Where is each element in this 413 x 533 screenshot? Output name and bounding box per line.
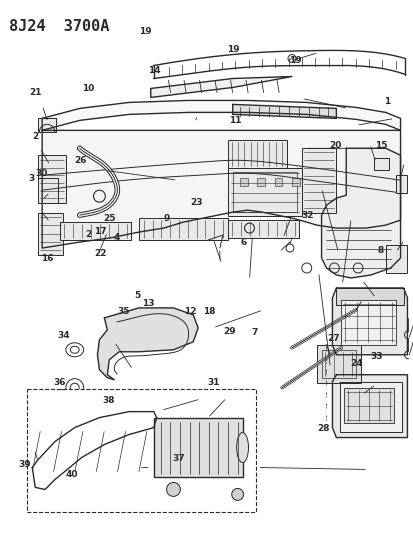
Polygon shape xyxy=(232,104,335,118)
Text: 38: 38 xyxy=(102,396,115,405)
Polygon shape xyxy=(332,375,406,438)
Text: 39: 39 xyxy=(18,460,31,469)
Bar xyxy=(153,417,242,478)
Text: 12: 12 xyxy=(184,307,197,316)
Text: 17: 17 xyxy=(94,228,107,237)
Polygon shape xyxy=(321,148,399,278)
Bar xyxy=(139,218,227,240)
Text: 11: 11 xyxy=(229,116,241,125)
Bar xyxy=(291,178,299,186)
Bar xyxy=(227,140,286,168)
Bar xyxy=(232,172,296,212)
Text: 23: 23 xyxy=(190,198,203,207)
Text: 10: 10 xyxy=(82,84,95,93)
Text: 35: 35 xyxy=(117,307,129,316)
FancyBboxPatch shape xyxy=(27,389,256,512)
Text: 19: 19 xyxy=(139,27,152,36)
Text: 19: 19 xyxy=(288,56,301,64)
Bar xyxy=(38,118,56,132)
Text: 7: 7 xyxy=(250,328,256,337)
Bar xyxy=(38,155,66,203)
Text: 9: 9 xyxy=(163,214,169,223)
Bar xyxy=(301,148,335,213)
Text: 21: 21 xyxy=(29,87,42,96)
Bar xyxy=(385,245,406,273)
Polygon shape xyxy=(42,100,399,131)
Polygon shape xyxy=(335,288,403,305)
Text: 16: 16 xyxy=(41,254,54,263)
Text: 27: 27 xyxy=(327,334,339,343)
Text: 30: 30 xyxy=(35,169,47,178)
Text: 14: 14 xyxy=(147,67,160,75)
Circle shape xyxy=(166,482,180,496)
Text: 40: 40 xyxy=(66,471,78,479)
Bar xyxy=(227,168,301,216)
Bar xyxy=(274,178,282,186)
Bar xyxy=(344,387,393,423)
Text: 4: 4 xyxy=(114,233,120,242)
Bar xyxy=(227,220,298,238)
Bar xyxy=(395,175,406,193)
Polygon shape xyxy=(97,308,198,379)
Bar xyxy=(316,345,360,383)
Text: 25: 25 xyxy=(102,214,115,223)
Polygon shape xyxy=(332,288,406,355)
Text: 5: 5 xyxy=(134,291,140,300)
Polygon shape xyxy=(42,131,399,248)
Text: 8J24  3700A: 8J24 3700A xyxy=(9,19,109,34)
Text: 33: 33 xyxy=(370,352,382,361)
Text: 26: 26 xyxy=(74,156,86,165)
Polygon shape xyxy=(339,382,401,432)
Bar xyxy=(38,178,58,203)
Text: 22: 22 xyxy=(94,249,107,258)
Text: 1: 1 xyxy=(383,97,389,106)
Wedge shape xyxy=(39,124,55,132)
Bar xyxy=(340,300,395,345)
Bar xyxy=(60,222,131,240)
Text: 2: 2 xyxy=(85,230,91,239)
Text: 15: 15 xyxy=(374,141,386,150)
Text: 3: 3 xyxy=(28,174,34,183)
Polygon shape xyxy=(32,411,156,489)
Text: 28: 28 xyxy=(317,424,329,433)
Ellipse shape xyxy=(236,433,248,463)
Text: 37: 37 xyxy=(172,455,184,463)
Text: 36: 36 xyxy=(54,378,66,387)
Text: 2: 2 xyxy=(32,132,38,141)
Text: 31: 31 xyxy=(206,378,219,387)
Text: 34: 34 xyxy=(57,331,70,340)
Bar xyxy=(256,178,264,186)
Text: 32: 32 xyxy=(300,212,313,221)
Text: 18: 18 xyxy=(202,307,215,316)
Text: 20: 20 xyxy=(329,141,341,150)
Bar xyxy=(239,178,247,186)
Bar xyxy=(373,158,388,170)
Polygon shape xyxy=(150,77,291,98)
Bar xyxy=(38,213,63,255)
Text: 19: 19 xyxy=(227,45,240,54)
Bar xyxy=(321,350,355,378)
Text: 29: 29 xyxy=(223,327,235,336)
Text: 13: 13 xyxy=(141,299,154,308)
Circle shape xyxy=(231,488,243,500)
Text: 6: 6 xyxy=(240,238,247,247)
Text: 24: 24 xyxy=(349,359,362,368)
Text: 8: 8 xyxy=(377,246,383,255)
